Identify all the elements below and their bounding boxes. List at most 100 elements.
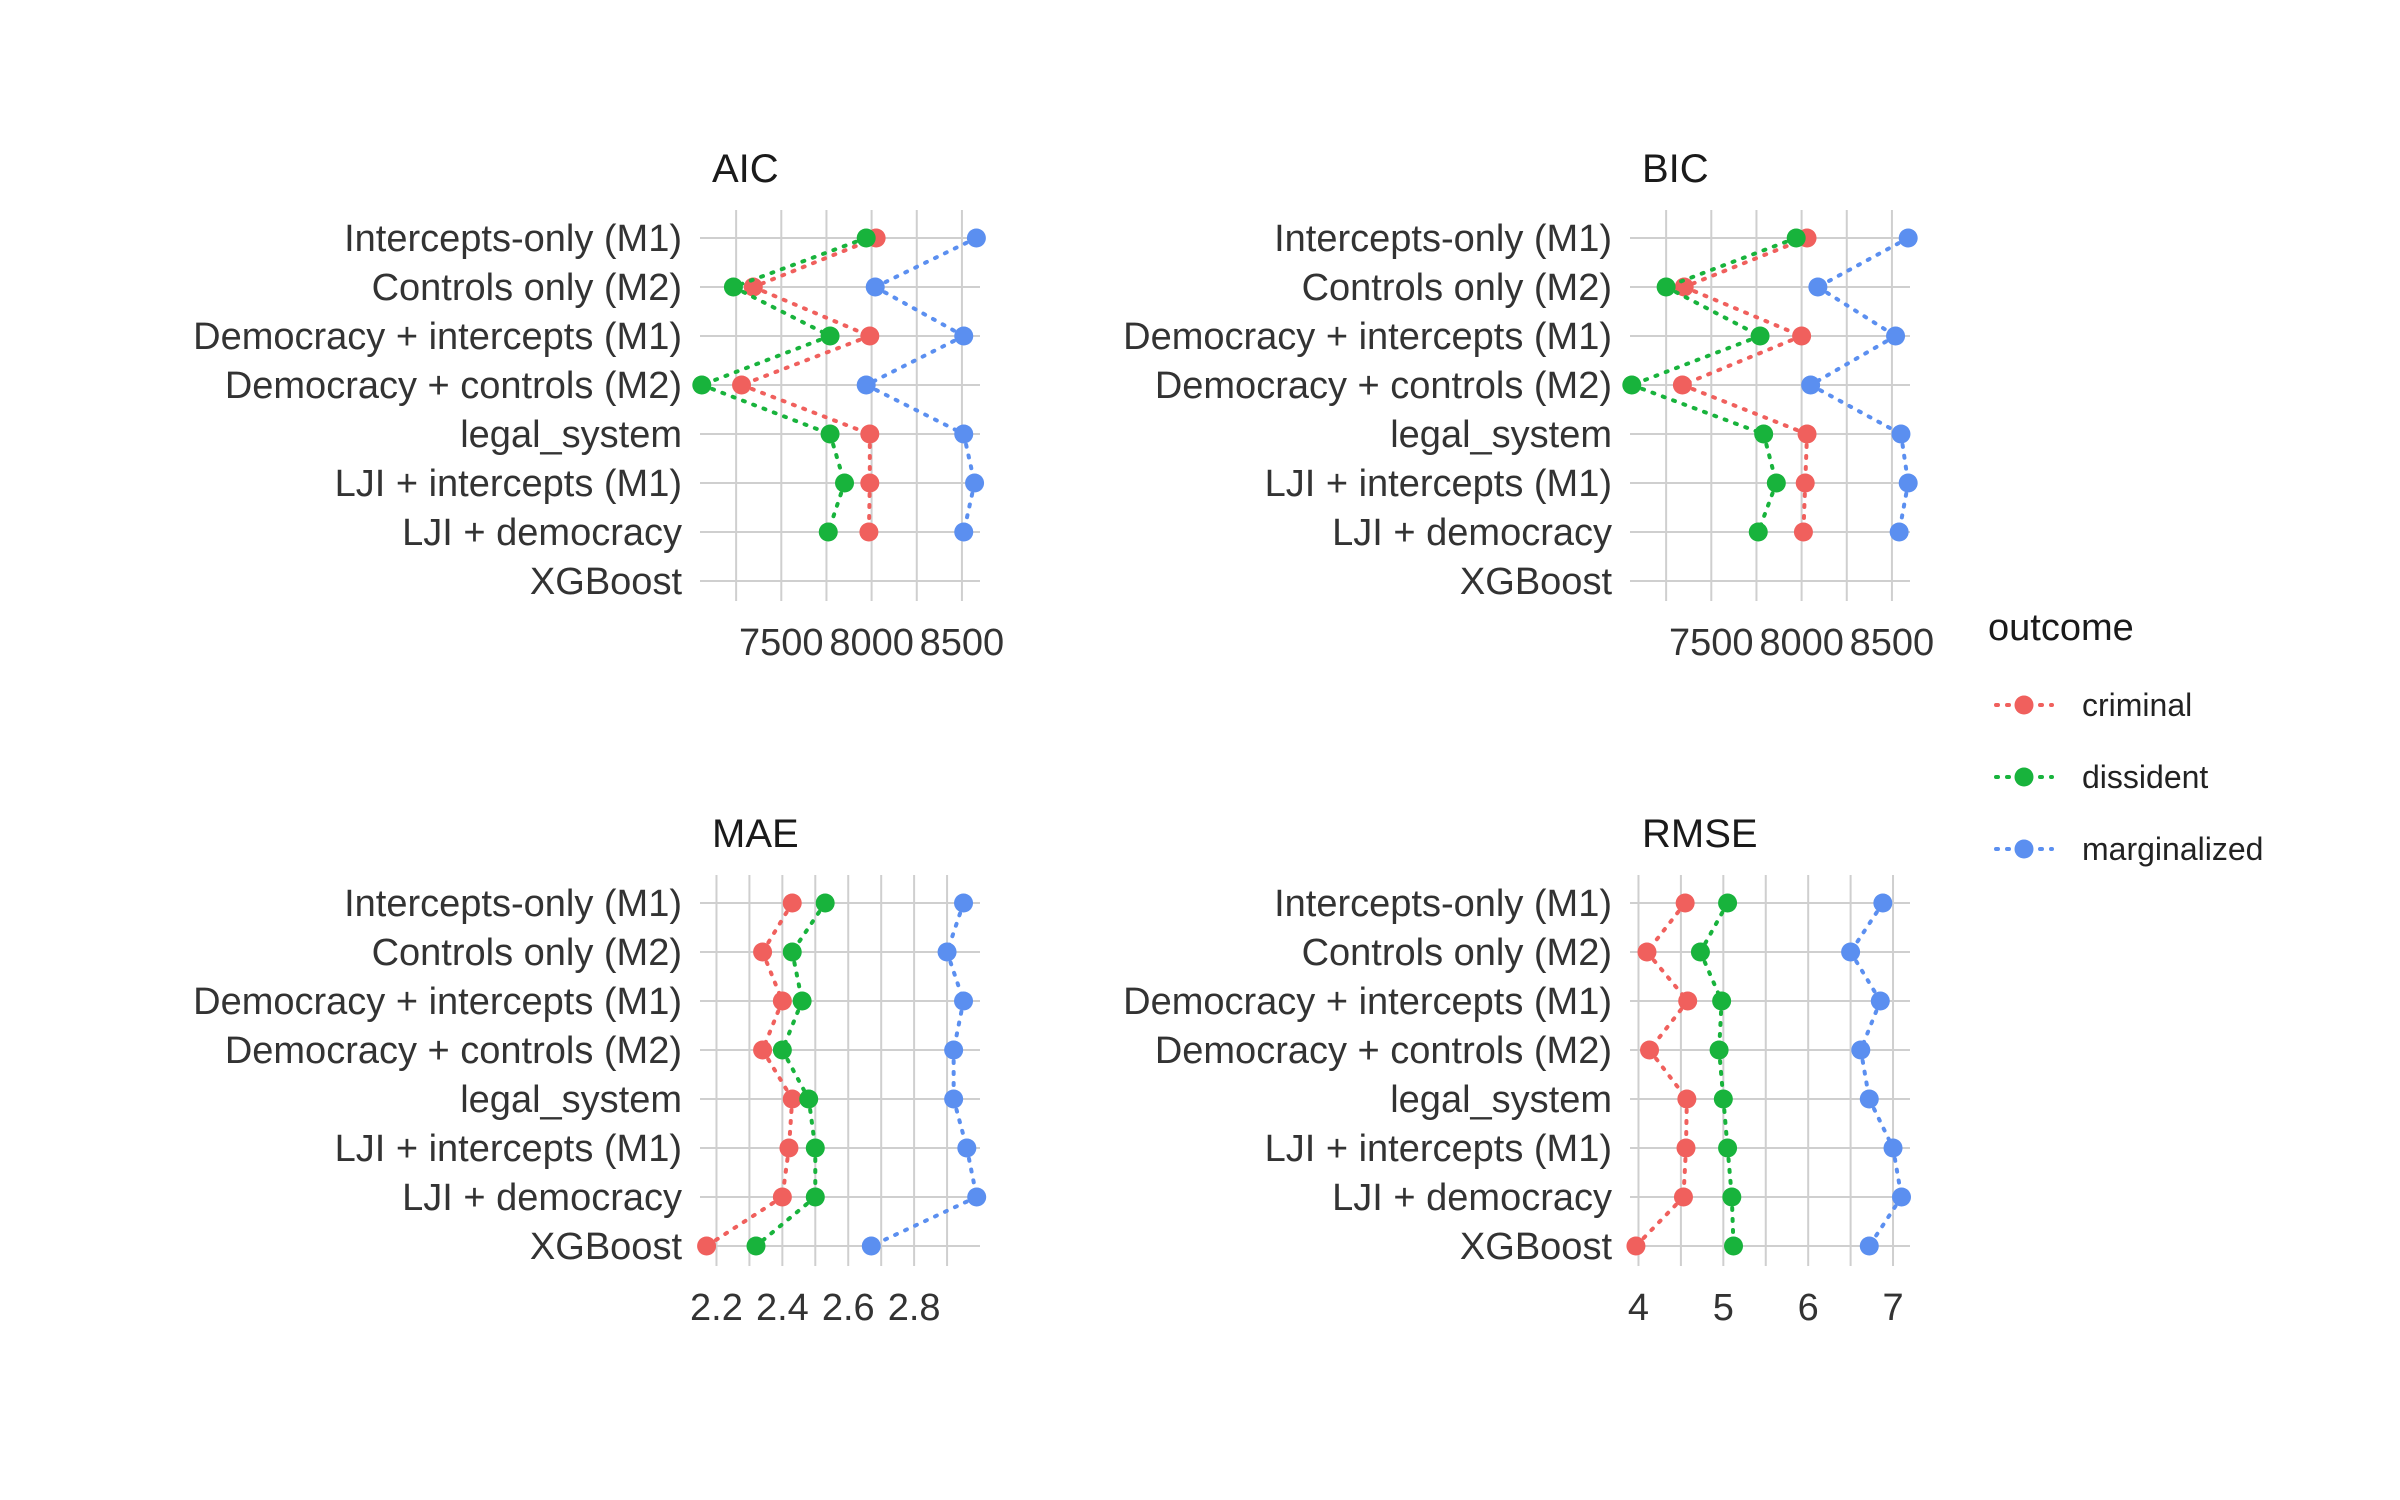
series-line-segment bbox=[1633, 1195, 1686, 1248]
data-point bbox=[1713, 1089, 1733, 1109]
legend-label: dissident bbox=[2082, 759, 2208, 795]
y-category-label: LJI + democracy bbox=[402, 1177, 682, 1219]
series-line-segment bbox=[699, 334, 833, 387]
y-category-label: LJI + democracy bbox=[402, 512, 682, 554]
data-point bbox=[1891, 424, 1911, 444]
series-line-segment bbox=[1729, 1195, 1736, 1248]
series-line-segment bbox=[1644, 901, 1688, 954]
series-line-segment bbox=[1803, 432, 1810, 485]
data-point bbox=[856, 228, 876, 248]
series-line-segment bbox=[1682, 236, 1810, 289]
data-point bbox=[1792, 326, 1812, 346]
x-tick-label: 7 bbox=[1882, 1287, 1903, 1329]
data-point bbox=[835, 473, 855, 493]
series-line-segment bbox=[1717, 999, 1724, 1052]
series-marginalized bbox=[1801, 228, 1918, 542]
data-point bbox=[1786, 228, 1806, 248]
legend-key-point bbox=[2014, 767, 2034, 787]
data-point bbox=[966, 228, 986, 248]
data-point bbox=[772, 1040, 792, 1060]
x-tick-label: 7500 bbox=[1669, 622, 1754, 664]
data-point bbox=[1795, 473, 1815, 493]
data-point bbox=[1808, 277, 1828, 297]
y-category-label: Democracy + intercepts (M1) bbox=[1123, 981, 1612, 1023]
legend: outcome criminal dissident marginalized bbox=[1988, 607, 2263, 867]
series-line-segment bbox=[1891, 1146, 1904, 1199]
x-tick-label: 6 bbox=[1798, 1287, 1819, 1329]
series-line-segment bbox=[1897, 481, 1911, 534]
data-point bbox=[865, 277, 885, 297]
series-line-segment bbox=[1721, 1097, 1730, 1150]
data-point bbox=[805, 1138, 825, 1158]
data-point bbox=[772, 991, 792, 1011]
series-line-segment bbox=[1647, 999, 1690, 1052]
data-point bbox=[782, 893, 802, 913]
x-tick-label: 8000 bbox=[829, 622, 914, 664]
data-point bbox=[937, 942, 957, 962]
y-category-label: Democracy + controls (M2) bbox=[1155, 365, 1612, 407]
series-line-segment bbox=[1717, 1048, 1726, 1101]
y-category-label: LJI + intercepts (M1) bbox=[335, 1128, 682, 1170]
y-category-label: Intercepts-only (M1) bbox=[344, 218, 682, 260]
series-line-segment bbox=[961, 481, 977, 534]
data-point bbox=[1859, 1236, 1879, 1256]
data-point bbox=[954, 522, 974, 542]
legend-title: outcome bbox=[1988, 607, 2134, 649]
legend-label: marginalized bbox=[2082, 831, 2263, 867]
data-point bbox=[1722, 1187, 1742, 1207]
y-category-label: LJI + democracy bbox=[1332, 512, 1612, 554]
data-point bbox=[1797, 424, 1817, 444]
series-line-segment bbox=[873, 285, 966, 338]
data-point bbox=[1676, 1138, 1696, 1158]
series-line-segment bbox=[864, 383, 966, 436]
series-line-segment bbox=[1848, 901, 1885, 954]
y-category-label: LJI + intercepts (M1) bbox=[335, 463, 682, 505]
panel-title: BIC bbox=[1642, 147, 1709, 191]
data-point bbox=[782, 942, 802, 962]
data-point bbox=[1675, 893, 1695, 913]
data-point bbox=[692, 375, 712, 395]
y-category-label: Democracy + controls (M2) bbox=[225, 365, 682, 407]
x-tick-label: 5 bbox=[1713, 1287, 1734, 1329]
x-tick-label: 2.2 bbox=[690, 1287, 743, 1329]
series-line-segment bbox=[1684, 1097, 1689, 1150]
data-point bbox=[965, 473, 985, 493]
series-line-segment bbox=[1801, 481, 1808, 534]
data-point bbox=[782, 1089, 802, 1109]
series-marginalized bbox=[1841, 893, 1912, 1256]
series-line-segment bbox=[751, 236, 879, 289]
data-point bbox=[1673, 1187, 1693, 1207]
series-criminal bbox=[1672, 228, 1817, 542]
y-category-label: Controls only (M2) bbox=[1302, 267, 1612, 309]
data-point bbox=[820, 326, 840, 346]
y-category-label: Intercepts-only (M1) bbox=[344, 883, 682, 925]
data-point bbox=[1724, 1236, 1744, 1256]
data-point bbox=[815, 893, 835, 913]
panel-rmse: RMSE 4 5 6 7 Intercepts-only (M1) Controls onl… bbox=[1123, 812, 1912, 1329]
y-category-label: Controls only (M2) bbox=[372, 267, 682, 309]
data-point bbox=[805, 1187, 825, 1207]
data-point bbox=[820, 424, 840, 444]
series-line-segment bbox=[1664, 285, 1763, 338]
data-point bbox=[1640, 1040, 1660, 1060]
series-line-segment bbox=[1815, 285, 1898, 338]
y-category-label: Intercepts-only (M1) bbox=[1274, 218, 1612, 260]
series-line-segment bbox=[739, 383, 872, 436]
data-point bbox=[1672, 375, 1692, 395]
y-category-label: legal_system bbox=[1390, 1079, 1612, 1121]
data-point bbox=[1801, 375, 1821, 395]
series-dissident bbox=[692, 228, 876, 542]
data-point bbox=[1622, 375, 1642, 395]
data-point bbox=[1766, 473, 1786, 493]
data-point bbox=[1898, 228, 1918, 248]
data-point bbox=[1892, 1187, 1912, 1207]
series-line-segment bbox=[790, 901, 828, 954]
data-point bbox=[1718, 1138, 1738, 1158]
legend-key-criminal bbox=[1994, 695, 2054, 715]
data-point bbox=[957, 1138, 977, 1158]
x-tick-label: 8500 bbox=[920, 622, 1005, 664]
x-tick-label: 4 bbox=[1628, 1287, 1649, 1329]
series-line-segment bbox=[1647, 1048, 1689, 1101]
series-line-segment bbox=[961, 432, 977, 485]
